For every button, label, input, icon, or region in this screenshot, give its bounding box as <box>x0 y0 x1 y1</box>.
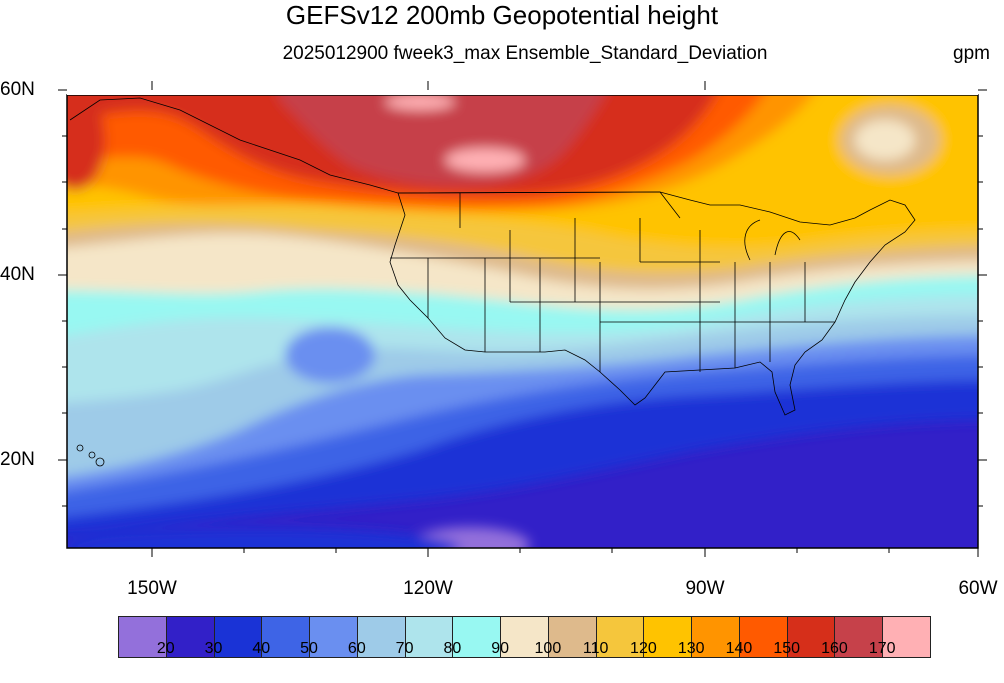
lon-label-120w: 120W <box>403 578 453 599</box>
colorbar-legend <box>118 616 931 660</box>
lat-label-20n: 20N <box>0 449 35 470</box>
colorbar-tick-label: 150 <box>773 640 801 657</box>
colorbar-tick-label: 140 <box>725 640 753 657</box>
map-title: GEFSv12 200mb Geopotential height <box>285 0 719 30</box>
colorbar-tick-label: 120 <box>630 640 657 657</box>
std-dev-contours <box>67 95 978 548</box>
colorbar-swatch <box>834 616 884 658</box>
colorbar-tick-label: 90 <box>491 640 510 657</box>
colorbar-swatch <box>118 616 167 658</box>
lon-label-150w: 150W <box>127 578 177 599</box>
colorbar-tick-label: 160 <box>821 640 848 657</box>
map-subtitle: 2025012900 fweek3_max Ensemble_Standard_… <box>282 43 768 64</box>
colorbar-swatch <box>786 616 836 658</box>
colorbar-tick-label: 70 <box>395 640 414 657</box>
lat-label-60n: 60N <box>0 79 35 100</box>
colorbar-tick-label: 40 <box>252 640 271 657</box>
colorbar-swatch <box>261 616 311 658</box>
colorbar-tick-label: 130 <box>677 640 705 657</box>
colorbar-tick-label: 100 <box>534 640 562 657</box>
colorbar-tick-label: 80 <box>443 640 462 657</box>
colorbar-swatch <box>500 616 549 658</box>
colorbar-swatch <box>882 616 931 658</box>
lon-label-60w: 60W <box>958 578 998 599</box>
colorbar-swatch <box>738 616 788 658</box>
colorbar-tick-label: 110 <box>582 640 609 657</box>
units-label: gpm <box>953 43 990 64</box>
colorbar-swatch <box>309 616 358 658</box>
colorbar-tick-label: 170 <box>868 640 896 657</box>
coastline-outlines <box>69 97 916 467</box>
axis-ticks <box>58 81 987 557</box>
colorbar-tick-label: 20 <box>156 640 175 657</box>
colorbar-swatch <box>547 616 597 658</box>
colorbar-swatch <box>452 616 502 658</box>
colorbar-swatch <box>404 616 454 658</box>
colorbar-swatch <box>165 616 215 658</box>
colorbar-tick-label: 30 <box>204 640 223 657</box>
lon-label-90w: 90W <box>685 578 725 599</box>
colorbar-tick-label: 60 <box>347 640 366 657</box>
lat-label-40n: 40N <box>0 264 35 285</box>
colorbar-tick-label: 50 <box>300 640 318 657</box>
